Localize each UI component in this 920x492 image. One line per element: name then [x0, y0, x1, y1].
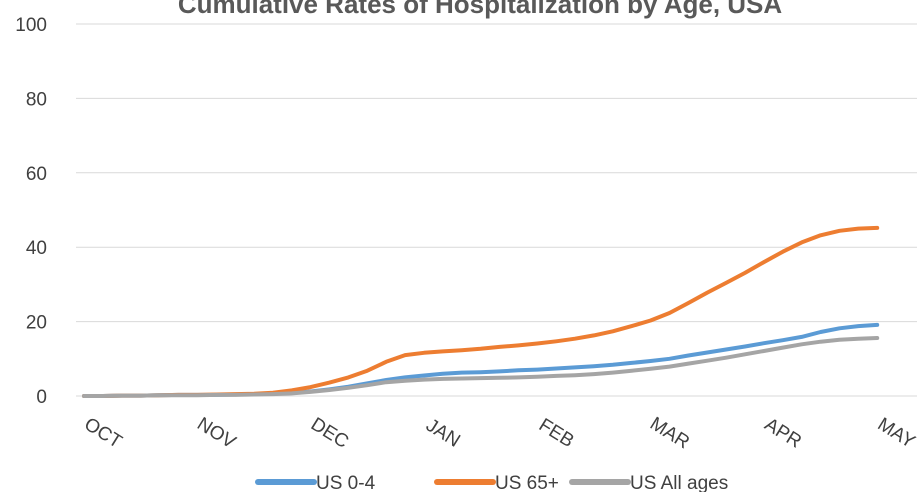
- y-tick-label: 80: [26, 89, 47, 110]
- legend-label: US All ages: [630, 473, 728, 492]
- y-tick-label: 100: [15, 15, 47, 36]
- series-line: [82, 336, 880, 398]
- series-line: [82, 322, 880, 398]
- y-tick-label: 20: [26, 313, 47, 334]
- series-lines: [82, 225, 880, 398]
- x-axis-ticks: OCT NOV DEC JAN FEB MAR APR MAY: [80, 413, 918, 453]
- legend: US 0-4 US 65+ US All ages: [255, 473, 728, 492]
- x-tick-label: JAN: [422, 415, 464, 452]
- legend-label: US 0-4: [316, 473, 376, 492]
- x-tick-label: OCT: [80, 414, 125, 453]
- x-tick-label: FEB: [535, 415, 577, 452]
- y-axis-ticks: 0 20 40 60 80 100: [15, 15, 47, 408]
- chart-title: Cumulative Rates of Hospitalization by A…: [178, 0, 783, 19]
- x-tick-label: MAY: [874, 414, 919, 453]
- x-tick-label: DEC: [307, 414, 352, 453]
- x-tick-label: APR: [761, 414, 805, 453]
- y-tick-label: 60: [26, 164, 47, 185]
- x-tick-label: NOV: [193, 414, 239, 454]
- x-tick-label: MAR: [646, 413, 693, 453]
- y-tick-label: 0: [36, 387, 47, 408]
- y-tick-label: 40: [26, 238, 47, 259]
- grid-lines: [76, 23, 917, 397]
- legend-label: US 65+: [495, 473, 559, 492]
